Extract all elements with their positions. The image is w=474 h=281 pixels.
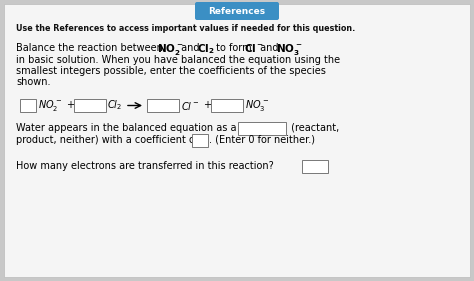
- Bar: [20, 99, 36, 112]
- Text: +: +: [203, 101, 211, 110]
- Text: $Cl^-$: $Cl^-$: [181, 99, 200, 112]
- Text: $NO_2^-$: $NO_2^-$: [38, 98, 62, 113]
- Text: Use the References to access important values if needed for this question.: Use the References to access important v…: [16, 24, 355, 33]
- Bar: [238, 122, 286, 135]
- Text: References: References: [209, 6, 265, 15]
- Text: $\bf{Cl_2}$: $\bf{Cl_2}$: [197, 42, 215, 56]
- Text: Balance the reaction between: Balance the reaction between: [16, 43, 166, 53]
- Bar: [74, 99, 106, 112]
- Text: shown.: shown.: [16, 77, 51, 87]
- Text: . (Enter 0 for neither.): . (Enter 0 for neither.): [209, 135, 315, 145]
- Text: $Cl_2$: $Cl_2$: [107, 99, 122, 112]
- FancyBboxPatch shape: [195, 2, 279, 20]
- Text: and: and: [178, 43, 202, 53]
- Text: How many electrons are transferred in this reaction?: How many electrons are transferred in th…: [16, 161, 274, 171]
- Bar: [302, 160, 328, 173]
- Text: in basic solution. When you have balanced the equation using the: in basic solution. When you have balance…: [16, 55, 340, 65]
- Text: +: +: [66, 101, 74, 110]
- Text: product, neither) with a coefficient of: product, neither) with a coefficient of: [16, 135, 198, 145]
- Text: to form: to form: [213, 43, 255, 53]
- Text: $\bf{Cl^-}$: $\bf{Cl^-}$: [244, 42, 264, 54]
- Bar: [192, 134, 208, 147]
- Bar: [211, 99, 243, 112]
- Bar: [147, 99, 179, 112]
- Text: (reactant,: (reactant,: [288, 123, 339, 133]
- Text: $\bf{NO_3^-}$: $\bf{NO_3^-}$: [276, 42, 302, 57]
- Text: $NO_3^-$: $NO_3^-$: [245, 98, 269, 113]
- Text: and: and: [257, 43, 282, 53]
- Text: Water appears in the balanced equation as a: Water appears in the balanced equation a…: [16, 123, 237, 133]
- Text: smallest integers possible, enter the coefficients of the species: smallest integers possible, enter the co…: [16, 66, 326, 76]
- Text: $\bf{NO_2^-}$: $\bf{NO_2^-}$: [157, 42, 183, 57]
